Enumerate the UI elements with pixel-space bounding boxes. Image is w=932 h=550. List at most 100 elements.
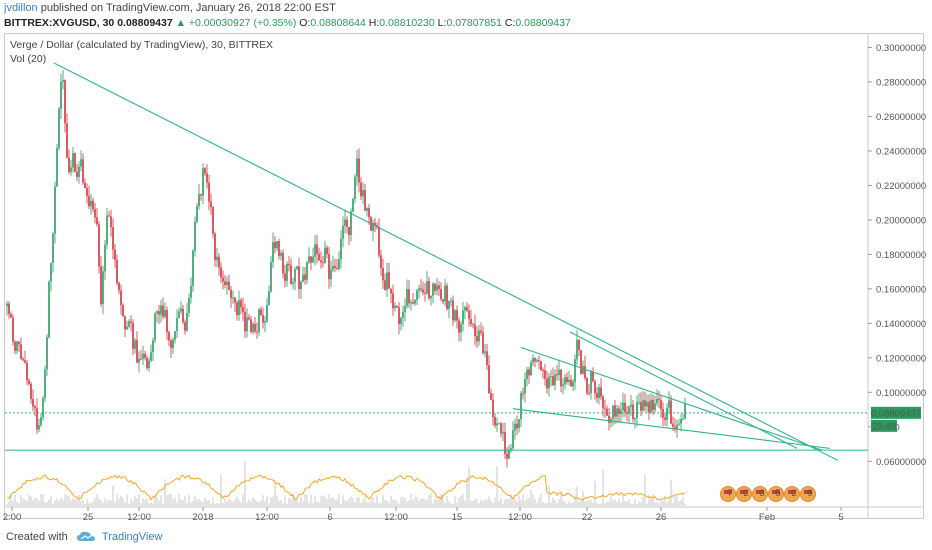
candle-body: [216, 256, 218, 261]
y-tick-label: 0.14000000: [876, 319, 926, 330]
candle-body: [222, 277, 224, 282]
candle-body: [42, 398, 44, 418]
candle-body: [282, 252, 284, 274]
price-tag-bg: [871, 406, 921, 419]
candle-body: [666, 407, 668, 420]
candle-body: [348, 226, 350, 236]
candle-body: [472, 323, 474, 325]
event-count: 2: [743, 488, 748, 499]
candle-body: [140, 358, 142, 360]
candle-body: [146, 357, 148, 368]
open-label: O:: [299, 17, 311, 29]
candle-body: [458, 320, 460, 333]
candle-body: [474, 324, 476, 336]
y-tick-label: 0.12000000: [876, 353, 926, 364]
candle-body: [674, 426, 676, 430]
candle-body: [426, 280, 428, 294]
event-count: 2: [791, 488, 796, 499]
candle-body: [344, 219, 346, 226]
candle-body: [320, 260, 322, 263]
candle-body: [412, 302, 414, 304]
candle-body: [122, 305, 124, 317]
candle-body: [162, 305, 164, 317]
candle-body: [454, 310, 456, 321]
candle-body: [356, 158, 358, 177]
candle-body: [10, 314, 12, 318]
candle-body: [270, 261, 272, 292]
candle-body: [402, 312, 404, 318]
candle-body: [482, 332, 484, 354]
candle-body: [518, 419, 520, 429]
y-tick-label: 0.10000000: [876, 388, 926, 399]
candle-body: [514, 423, 516, 431]
candle-body: [650, 399, 652, 413]
open-value: 0.08808644: [310, 17, 366, 29]
candle-body: [418, 288, 420, 291]
candle-body: [364, 190, 366, 211]
candle-body: [334, 265, 336, 268]
candle-body: [92, 200, 94, 210]
candle-body: [528, 369, 530, 376]
low-label: L:: [437, 17, 447, 29]
author-link[interactable]: jvdillon: [4, 2, 38, 14]
candle-body: [590, 371, 592, 394]
candle-body: [300, 281, 302, 290]
candle-body: [78, 166, 80, 177]
candle-body: [308, 256, 310, 263]
candle-body: [304, 274, 306, 280]
candle-body: [164, 309, 166, 317]
candle-body: [680, 418, 682, 424]
candle-body: [464, 307, 466, 311]
candle-body: [546, 378, 548, 389]
tradingview-link[interactable]: TradingView: [101, 531, 163, 543]
candle-body: [188, 297, 190, 314]
tradingview-logo-icon: [76, 531, 95, 541]
candle-body: [214, 233, 216, 261]
candle-body: [542, 370, 544, 372]
candle-body: [460, 324, 462, 333]
candle-body: [236, 302, 238, 315]
candle-body: [306, 262, 308, 280]
candle-body: [234, 297, 236, 303]
candle-body: [238, 300, 240, 315]
candle-body: [430, 295, 432, 299]
candle-body: [622, 402, 624, 411]
candle-body: [170, 340, 172, 348]
x-tick-label: 26: [656, 512, 667, 523]
trendline: [520, 346, 823, 451]
candle-body: [72, 153, 74, 168]
candle-body: [228, 281, 230, 290]
candle-body: [110, 216, 112, 228]
candle-body: [560, 369, 562, 387]
countdown-bg: [871, 419, 897, 432]
candle-body: [90, 200, 92, 207]
candle-body: [540, 361, 542, 371]
candle-body: [324, 247, 326, 263]
candle-body: [14, 341, 16, 351]
candle-body: [212, 207, 214, 234]
candle-body: [558, 369, 560, 375]
candle-body: [240, 300, 242, 307]
candle-body: [346, 219, 348, 227]
event-count: 3: [759, 488, 764, 499]
candle-body: [654, 403, 656, 411]
candle-body: [128, 321, 130, 327]
candle-body: [538, 360, 540, 362]
candle-body: [158, 311, 160, 315]
candle-body: [432, 283, 434, 296]
candle-body: [500, 423, 502, 434]
candle-body: [210, 201, 212, 208]
candle-body: [32, 399, 34, 407]
candle-body: [26, 362, 28, 381]
candle-body: [456, 310, 458, 321]
candle-body: [638, 402, 640, 404]
candle-body: [190, 285, 192, 298]
candle-body: [588, 393, 590, 395]
candle-body: [586, 378, 588, 394]
candle-body: [400, 317, 402, 325]
candle-body: [224, 281, 226, 285]
candle-body: [312, 256, 314, 263]
candle-body: [294, 269, 296, 283]
candle-body: [530, 362, 532, 376]
